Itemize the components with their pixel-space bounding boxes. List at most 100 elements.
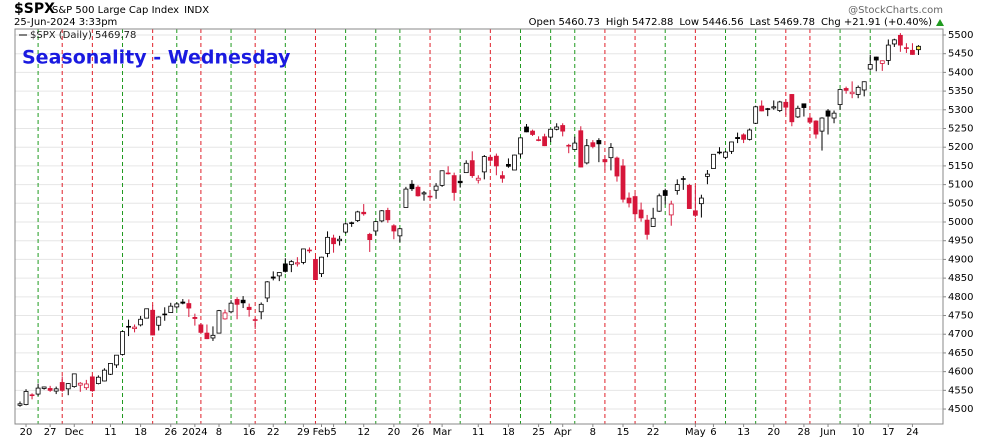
candle-body	[65, 383, 71, 390]
candle-body	[650, 217, 656, 227]
candle-body	[801, 103, 807, 108]
y-tick-label: 5350	[948, 86, 973, 97]
y-tick-label: 5450	[948, 49, 973, 60]
candle-body	[301, 248, 306, 263]
candle-body	[47, 388, 53, 391]
candle-body	[168, 305, 174, 313]
candle-body	[379, 210, 385, 222]
candle-body	[680, 178, 686, 180]
candle-body	[692, 210, 698, 216]
candle-body	[409, 183, 415, 190]
candle-body	[397, 228, 403, 237]
candle-body	[910, 49, 915, 55]
candle-body	[904, 47, 909, 49]
candle-body	[120, 331, 125, 355]
candle-body	[777, 101, 783, 111]
candle-body	[656, 195, 662, 212]
candle-body	[524, 126, 529, 133]
name: S&P 500 Large Cap Index	[52, 5, 179, 16]
candle-body	[234, 299, 240, 305]
x-tick-label: 24	[906, 427, 919, 438]
candle-body	[294, 262, 300, 265]
candle-body	[662, 190, 668, 196]
candle-body	[807, 117, 813, 123]
candle-body	[705, 173, 710, 177]
candle-body	[180, 301, 186, 304]
candle-body	[771, 106, 777, 109]
candle-body	[349, 222, 355, 224]
y-tick-label: 5100	[948, 180, 973, 191]
x-tick-label: 2024	[182, 427, 207, 438]
x-tick-label: 18	[134, 427, 147, 438]
x-tick-label: 22	[647, 427, 660, 438]
candle-body	[831, 112, 837, 119]
x-tick-label: 29	[297, 427, 310, 438]
x-tick-label: 20	[767, 427, 780, 438]
candle-body	[765, 108, 771, 110]
candle-body	[433, 185, 439, 191]
candle-body	[632, 196, 638, 215]
candle-body	[445, 172, 451, 175]
candle-body	[741, 134, 746, 140]
candle-body	[427, 195, 433, 198]
candle-body	[481, 156, 487, 173]
candle-body	[584, 145, 590, 164]
candle-body	[795, 107, 801, 118]
y-tick-label: 4600	[948, 367, 973, 378]
candle-body	[723, 151, 728, 158]
y-tick-label: 4900	[948, 254, 973, 265]
candle-body	[258, 303, 264, 313]
legend-entry: $SPX (Daily) 5469.78	[30, 30, 136, 41]
candle-body	[174, 303, 180, 308]
y-tick-label: 5200	[948, 142, 973, 153]
candle-body	[614, 157, 620, 177]
y-tick-label: 4800	[948, 292, 973, 303]
candle-body	[717, 151, 722, 154]
candle-body	[373, 221, 379, 232]
candle-body	[554, 126, 560, 130]
candle-body	[638, 209, 644, 219]
candle-body	[337, 238, 342, 242]
candle-body	[590, 142, 596, 147]
y-tick-label: 5250	[948, 123, 973, 134]
candle-body	[873, 56, 879, 61]
y-tick-label: 5400	[948, 67, 973, 78]
candle-body	[487, 156, 493, 161]
candle-body	[421, 192, 427, 195]
candle-body	[735, 137, 740, 139]
candle-body	[222, 312, 228, 320]
candle-body	[499, 175, 505, 179]
x-tick-label: 10	[852, 427, 865, 438]
candle-body	[506, 164, 511, 167]
exchange: INDX	[184, 5, 209, 16]
x-tick-label: 25	[532, 427, 545, 438]
y-tick-label: 4500	[948, 404, 973, 415]
candle-body	[542, 136, 548, 147]
candle-body	[95, 376, 101, 385]
candle-body	[325, 236, 330, 254]
candle-body	[89, 376, 95, 392]
candle-body	[518, 137, 523, 155]
candle-body	[240, 299, 246, 304]
candle-body	[132, 326, 137, 330]
candle-body	[451, 175, 457, 193]
candle-body	[307, 249, 312, 252]
x-tick-label: 13	[737, 427, 750, 438]
plot-frame	[14, 28, 944, 425]
candle-body	[367, 233, 373, 240]
candle-body	[548, 128, 554, 138]
candle-body	[264, 281, 270, 299]
candle-body	[602, 159, 608, 163]
candle-body	[114, 354, 119, 366]
x-tick-label: 8	[590, 427, 596, 438]
quote-low: Low 5446.56	[679, 17, 743, 28]
candle-body	[216, 310, 222, 334]
candle-body	[686, 184, 692, 209]
candle-body	[747, 129, 753, 140]
candle-body	[457, 180, 463, 184]
x-tick-label: Jun	[819, 427, 836, 438]
candle-body	[493, 155, 499, 167]
candle-body	[626, 197, 632, 204]
candle-body	[270, 276, 276, 279]
quote: Open 5460.73 High 5472.88 Low 5446.56 Last …	[529, 17, 932, 28]
